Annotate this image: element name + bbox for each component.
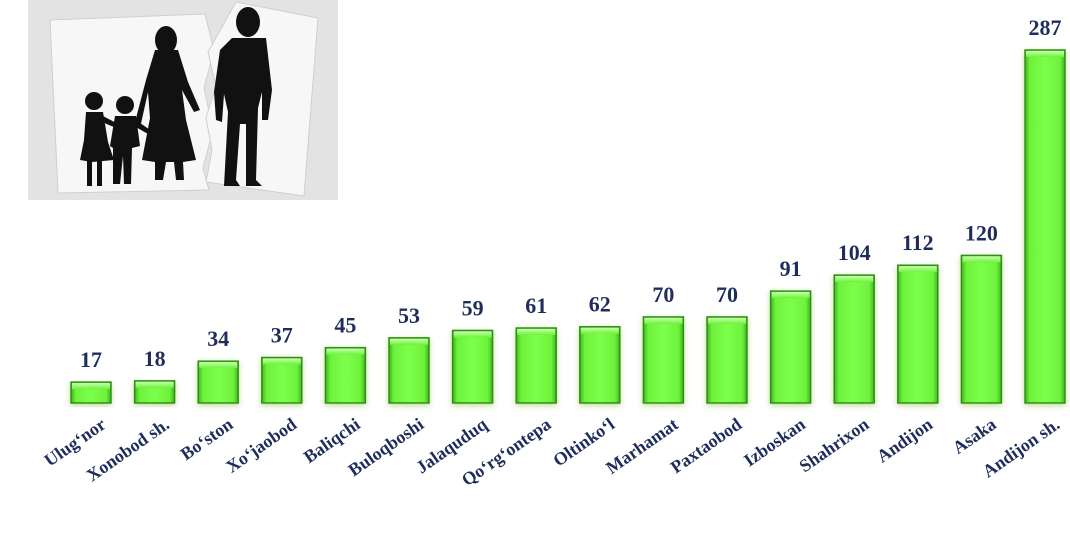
bar-marhamat	[642, 316, 685, 404]
category-label-shahrixon: Shahrixon	[795, 414, 872, 476]
bar-jalaquduq	[451, 329, 494, 404]
value-label-andijon-sh: 287	[1029, 15, 1062, 40]
bars-layer	[70, 49, 1066, 404]
bar-izboskan	[769, 290, 812, 404]
bar-body	[897, 264, 939, 404]
value-label-qo-rg-ontepa: 61	[525, 293, 547, 318]
bar-bevel	[1026, 51, 1064, 57]
value-label-asaka: 120	[965, 220, 998, 245]
bar-bevel	[72, 383, 110, 390]
bar-buloqboshi	[388, 337, 430, 404]
value-label-paxtaobod: 70	[716, 282, 738, 307]
bar-ulug-nor	[70, 381, 112, 404]
value-label-jalaquduq: 59	[462, 295, 484, 320]
bar-xo-jaobod	[261, 356, 303, 404]
bar-paxtaobod	[706, 316, 748, 404]
bar-body	[261, 356, 303, 404]
bar-bevel	[580, 327, 619, 334]
bar-bevel	[262, 358, 301, 365]
value-label-izboskan: 91	[780, 256, 802, 281]
bar-body	[388, 337, 430, 404]
bar-body	[1024, 49, 1066, 404]
value-label-baliqchi: 45	[334, 313, 356, 338]
bar-body	[579, 325, 621, 404]
category-label-andijon: Andijon	[873, 414, 936, 467]
bar-body	[769, 290, 812, 404]
bar-xonobod-sh	[133, 380, 176, 404]
bar-body	[642, 316, 685, 404]
bar-body	[451, 329, 494, 404]
bar-oltinko-l	[579, 325, 621, 404]
bar-baliqchi	[324, 346, 367, 404]
value-label-oltinko-l: 62	[589, 292, 611, 317]
category-label-paxtaobod: Paxtaobod	[667, 414, 746, 477]
bar-bevel	[390, 338, 428, 345]
value-labels-layer: 17 18 34 37 45 53 59 61 62 70 70 91 104 112 120 287	[80, 15, 1062, 372]
bar-qo-rg-ontepa	[515, 327, 557, 404]
value-label-andijon: 112	[902, 230, 934, 255]
bar-bevel	[708, 317, 746, 324]
value-label-xo-jaobod: 37	[271, 322, 293, 347]
value-label-shahrixon: 104	[838, 240, 871, 265]
bar-bevel	[453, 331, 492, 338]
bar-bo-ston	[197, 360, 239, 404]
bar-body	[833, 274, 875, 404]
category-label-marhamat: Marhamat	[602, 414, 681, 478]
value-label-buloqboshi: 53	[398, 303, 420, 328]
bar-body	[706, 316, 748, 404]
bar-bevel	[771, 292, 810, 299]
value-label-xonobod-sh: 18	[144, 346, 166, 371]
bar-andijon-sh	[1024, 49, 1066, 404]
category-label-asaka: Asaka	[949, 414, 1000, 458]
value-label-bo-ston: 34	[207, 326, 229, 351]
bar-andijon	[897, 264, 939, 404]
man-silhouette	[214, 7, 272, 186]
bar-body	[515, 327, 557, 404]
bar-shahrixon	[833, 274, 875, 404]
value-label-marhamat: 70	[652, 282, 674, 307]
woman-silhouette	[134, 26, 200, 180]
bar-bevel	[962, 256, 1001, 263]
value-label-ulug-nor: 17	[80, 347, 102, 372]
bar-body	[324, 346, 367, 404]
bar-bevel	[199, 362, 238, 369]
bar-bevel	[835, 276, 874, 283]
category-label-xo-jaobod: Xo‘jaobod	[222, 414, 300, 477]
bar-bevel	[898, 266, 937, 273]
bar-asaka	[960, 254, 1003, 404]
bar-bevel	[644, 317, 683, 324]
bar-bevel	[135, 381, 174, 388]
family-split-photo-icon	[28, 0, 338, 200]
bar-bevel	[517, 328, 556, 335]
bar-bevel	[326, 348, 365, 355]
bar-body	[960, 254, 1003, 404]
